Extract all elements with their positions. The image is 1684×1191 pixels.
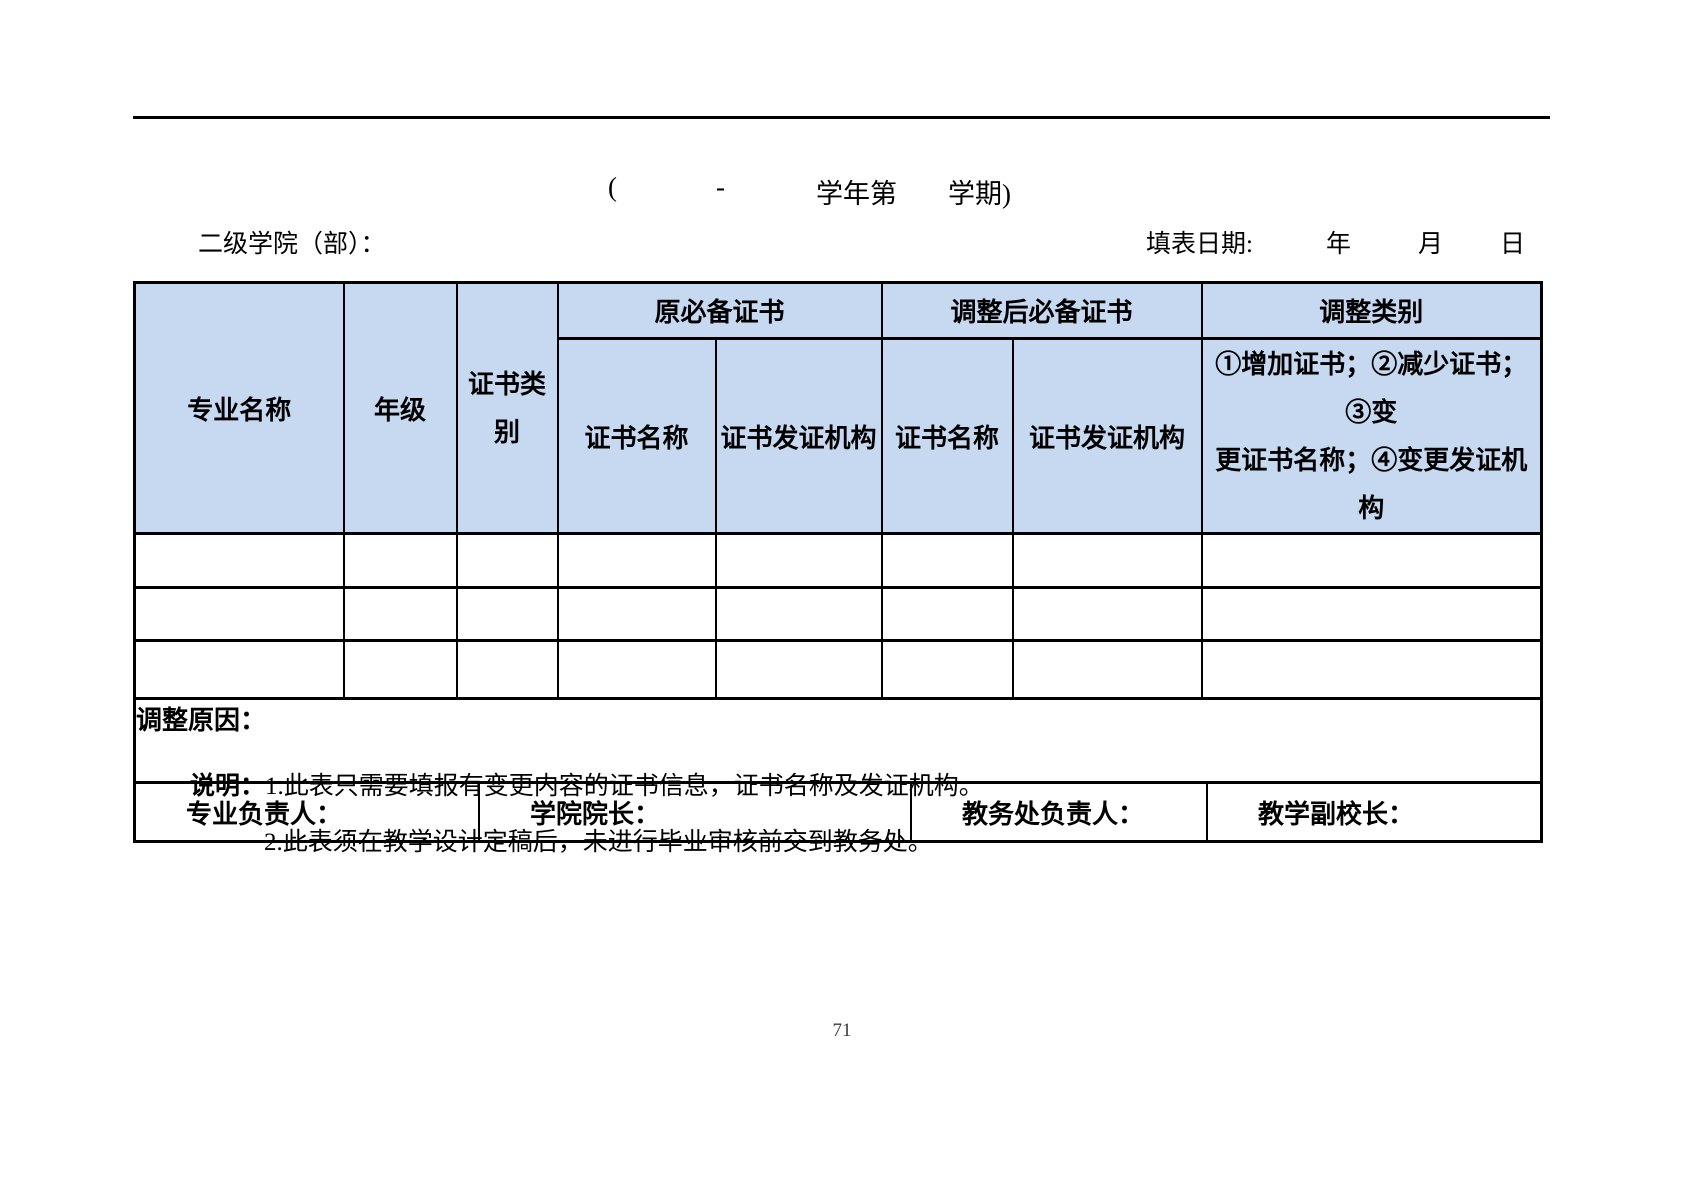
- empty-cell[interactable]: [1011, 586, 1203, 642]
- date-year-label: 年: [1326, 231, 1352, 258]
- empty-cell[interactable]: [455, 639, 559, 700]
- col-header-adjusted-cert-name: 证书名称: [880, 337, 1014, 535]
- form-info-row: 二级学院（部）： 填表日期: 年 月 日: [0, 224, 1684, 260]
- title-semester: 学期): [948, 179, 1011, 209]
- cert-type-line2: 别: [493, 417, 520, 447]
- adjust-category-options: ①增加证书；②减少证书；③变 更证书名称；④变更发证机构: [1200, 337, 1543, 535]
- empty-cell[interactable]: [556, 586, 717, 642]
- signature-vice-president-label: 教学副校长：: [1258, 798, 1415, 829]
- date-day-label: 日: [1500, 231, 1526, 258]
- signature-major-lead-label: 专业负责人：: [186, 798, 343, 829]
- empty-cell[interactable]: [342, 532, 458, 589]
- title-open-paren: (: [608, 172, 617, 202]
- col-header-original-cert-name: 证书名称: [556, 337, 717, 535]
- note-line-1: 说明：1.此表只需要填报有变更内容的证书信息，证书名称及发证机构。: [190, 766, 984, 802]
- table-row: [133, 639, 1543, 700]
- empty-cell[interactable]: [342, 639, 458, 700]
- signature-academic-affairs-label: 教务处负责人：: [962, 798, 1145, 829]
- date-month-label: 月: [1418, 231, 1444, 258]
- empty-cell[interactable]: [133, 532, 345, 589]
- cert-type-line1: 证书类: [467, 369, 546, 399]
- form-title: ( - 学年第 学期): [0, 172, 1684, 212]
- empty-cell[interactable]: [556, 532, 717, 589]
- empty-cell[interactable]: [556, 639, 717, 700]
- empty-cell[interactable]: [1200, 532, 1543, 589]
- note-line-2: 2.此表须在教学设计定稿后，未进行毕业审核前交到教务处。: [264, 822, 933, 858]
- fill-date-label: 填表日期:: [1146, 231, 1253, 258]
- table-row: [133, 586, 1543, 642]
- page-number: 71: [832, 1020, 852, 1041]
- certificate-adjustment-table: 专业名称 年级 证书类 别 原必备证书 调整后必备证书 调整类别 证书名称 证书…: [133, 281, 1544, 843]
- empty-cell[interactable]: [714, 586, 883, 642]
- empty-cell[interactable]: [133, 639, 345, 700]
- adjust-reason-label: 调整原因：: [136, 705, 267, 735]
- signature-vice-president[interactable]: 教学副校长：: [1208, 786, 1540, 839]
- adjust-category-line1: ①增加证书；②减少证书；③变: [1215, 349, 1528, 427]
- empty-cell[interactable]: [455, 532, 559, 589]
- col-header-major: 专业名称: [133, 281, 345, 535]
- empty-cell[interactable]: [880, 532, 1014, 589]
- col-header-original-cert-issuer: 证书发证机构: [714, 337, 883, 535]
- signature-college-dean-label: 学院院长：: [530, 798, 661, 829]
- empty-cell[interactable]: [1011, 639, 1203, 700]
- group-header-original-certs: 原必备证书: [556, 281, 883, 340]
- group-header-adjusted-certs: 调整后必备证书: [880, 281, 1203, 340]
- title-school-year: 学年第: [816, 179, 897, 209]
- empty-cell[interactable]: [1011, 532, 1203, 589]
- empty-cell[interactable]: [880, 639, 1014, 700]
- empty-cell[interactable]: [1200, 586, 1543, 642]
- col-header-grade: 年级: [342, 281, 458, 535]
- empty-cell[interactable]: [455, 586, 559, 642]
- note-text-1: 1.此表只需要填报有变更内容的证书信息，证书名称及发证机构。: [265, 773, 984, 800]
- college-label: 二级学院（部）：: [198, 231, 386, 258]
- header-rule: [133, 116, 1550, 119]
- adjust-reason-cell[interactable]: 调整原因：: [133, 697, 1543, 784]
- signature-college-dean[interactable]: 学院院长：: [480, 785, 912, 839]
- reason-row: 调整原因：: [133, 697, 1543, 784]
- col-header-cert-type: 证书类 别: [455, 281, 559, 535]
- empty-cell[interactable]: [1200, 639, 1543, 700]
- signature-major-lead[interactable]: 专业负责人：: [137, 785, 480, 839]
- title-dash: -: [716, 172, 725, 202]
- empty-cell[interactable]: [880, 586, 1014, 642]
- adjust-category-line2: 更证书名称；④变更发证机构: [1215, 445, 1528, 523]
- note-text-2: 2.此表须在教学设计定稿后，未进行毕业审核前交到教务处。: [264, 829, 933, 856]
- empty-cell[interactable]: [714, 639, 883, 700]
- note-label: 说明：: [190, 772, 266, 800]
- empty-cell[interactable]: [342, 586, 458, 642]
- signature-cells: 专业负责人： 学院院长： 教务处负责人： 教学副校长：: [133, 781, 1543, 843]
- signature-academic-affairs[interactable]: 教务处负责人：: [912, 785, 1208, 839]
- signature-row: 专业负责人： 学院院长： 教务处负责人： 教学副校长：: [133, 781, 1543, 843]
- empty-cell[interactable]: [133, 586, 345, 642]
- col-header-adjusted-cert-issuer: 证书发证机构: [1011, 337, 1203, 535]
- empty-cell[interactable]: [714, 532, 883, 589]
- group-header-adjust-category: 调整类别: [1200, 281, 1543, 340]
- table-row: [133, 532, 1543, 589]
